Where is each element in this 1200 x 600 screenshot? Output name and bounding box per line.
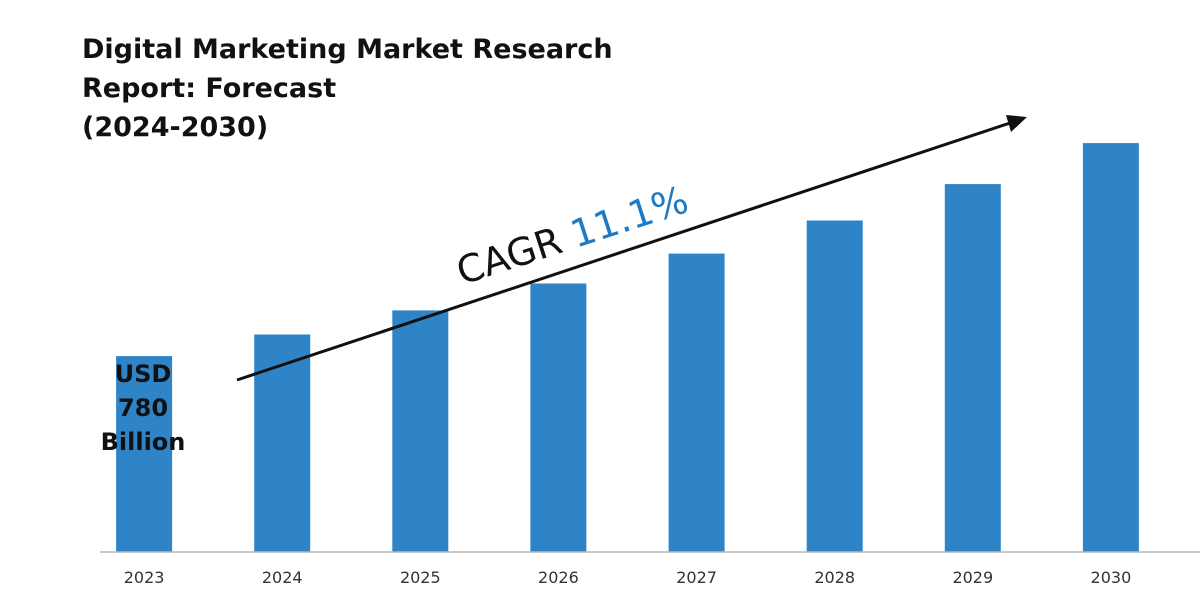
bars-group — [116, 143, 1139, 552]
annotation-line-value: 780 — [118, 394, 168, 422]
bar-2025 — [392, 310, 449, 552]
trend-arrow-line — [236, 119, 1017, 382]
x-tick-2028: 2028 — [814, 568, 855, 587]
bar-2028 — [806, 220, 863, 552]
bar-2024 — [254, 334, 311, 552]
cagr-annotation: CAGR11.1% — [451, 177, 693, 293]
bar-2026 — [530, 283, 587, 552]
x-tick-2023: 2023 — [124, 568, 165, 587]
trend-arrow-head — [1006, 115, 1027, 132]
cagr-value: 11.1% — [565, 177, 693, 256]
x-tick-2026: 2026 — [538, 568, 579, 587]
cagr-label: CAGR — [451, 218, 567, 293]
annotation-line-usd: USD — [115, 360, 172, 388]
x-tick-2027: 2027 — [676, 568, 717, 587]
bar-2027 — [668, 253, 725, 552]
x-tick-2025: 2025 — [400, 568, 441, 587]
bar-2030 — [1082, 143, 1139, 552]
chart-title-line-3: (2024-2030) — [82, 112, 268, 143]
x-tick-2029: 2029 — [952, 568, 993, 587]
trend-arrow — [236, 115, 1027, 382]
annotation-line-unit: Billion — [101, 428, 186, 456]
bar-2029 — [944, 184, 1001, 552]
chart-title-line-2: Report: Forecast — [82, 73, 336, 104]
x-tick-2024: 2024 — [262, 568, 303, 587]
x-tick-labels: 2023 2024 2025 2026 2027 2028 2029 2030 — [124, 568, 1132, 587]
x-tick-2030: 2030 — [1091, 568, 1132, 587]
chart-title-line-1: Digital Marketing Market Research — [82, 34, 613, 65]
bar-2023 — [116, 356, 173, 552]
